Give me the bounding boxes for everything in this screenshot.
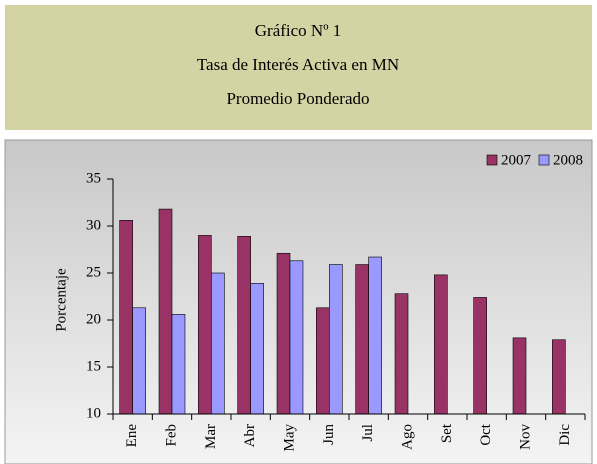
bar (329, 264, 343, 415)
header-line: Promedio Ponderado (226, 89, 369, 108)
bar (355, 264, 369, 415)
header-line: Gráfico Nº 1 (255, 21, 341, 40)
y-tick-label: 30 (86, 217, 101, 233)
x-tick-label: Oct (478, 423, 494, 445)
x-tick-label: Jun (321, 424, 337, 445)
x-tick-label: Ago (399, 424, 415, 450)
x-tick-label: May (281, 424, 297, 452)
y-tick-label: 25 (86, 264, 101, 280)
bar (434, 274, 448, 415)
bar (394, 293, 409, 415)
legend-swatch (486, 154, 498, 166)
x-tick-label: Nov (517, 424, 533, 450)
bar (171, 314, 186, 415)
y-axis-label: Porcentaje (53, 268, 69, 332)
x-tick-label: Abr (242, 424, 258, 447)
y-tick-label: 10 (86, 405, 101, 421)
y-tick-label: 35 (86, 170, 101, 186)
x-tick-label: Feb (163, 424, 179, 447)
x-tick-label: Mar (203, 424, 219, 449)
bar (119, 220, 133, 415)
legend-swatch (538, 154, 550, 166)
bar (316, 307, 330, 415)
bar (237, 236, 251, 415)
bar (552, 339, 566, 415)
x-tick-label: Ene (124, 424, 140, 448)
y-tick-label: 15 (86, 358, 101, 374)
x-tick-label: Set (439, 423, 455, 443)
y-tick-label: 20 (86, 311, 101, 327)
header-line: Tasa de Interés Activa en MN (197, 55, 399, 74)
bar (276, 252, 291, 415)
x-tick-label: Jul (360, 424, 376, 442)
legend-label: 2007 (501, 152, 532, 168)
x-tick-label: Dic (557, 424, 573, 446)
bar (198, 235, 212, 415)
bar (473, 297, 487, 415)
bar (132, 307, 146, 415)
bar (211, 272, 225, 415)
header-box (5, 5, 592, 130)
bar (158, 208, 173, 415)
bar (250, 283, 264, 415)
legend-label: 2008 (553, 152, 583, 168)
bar (512, 337, 527, 415)
bar (368, 256, 382, 415)
bar (289, 260, 304, 415)
